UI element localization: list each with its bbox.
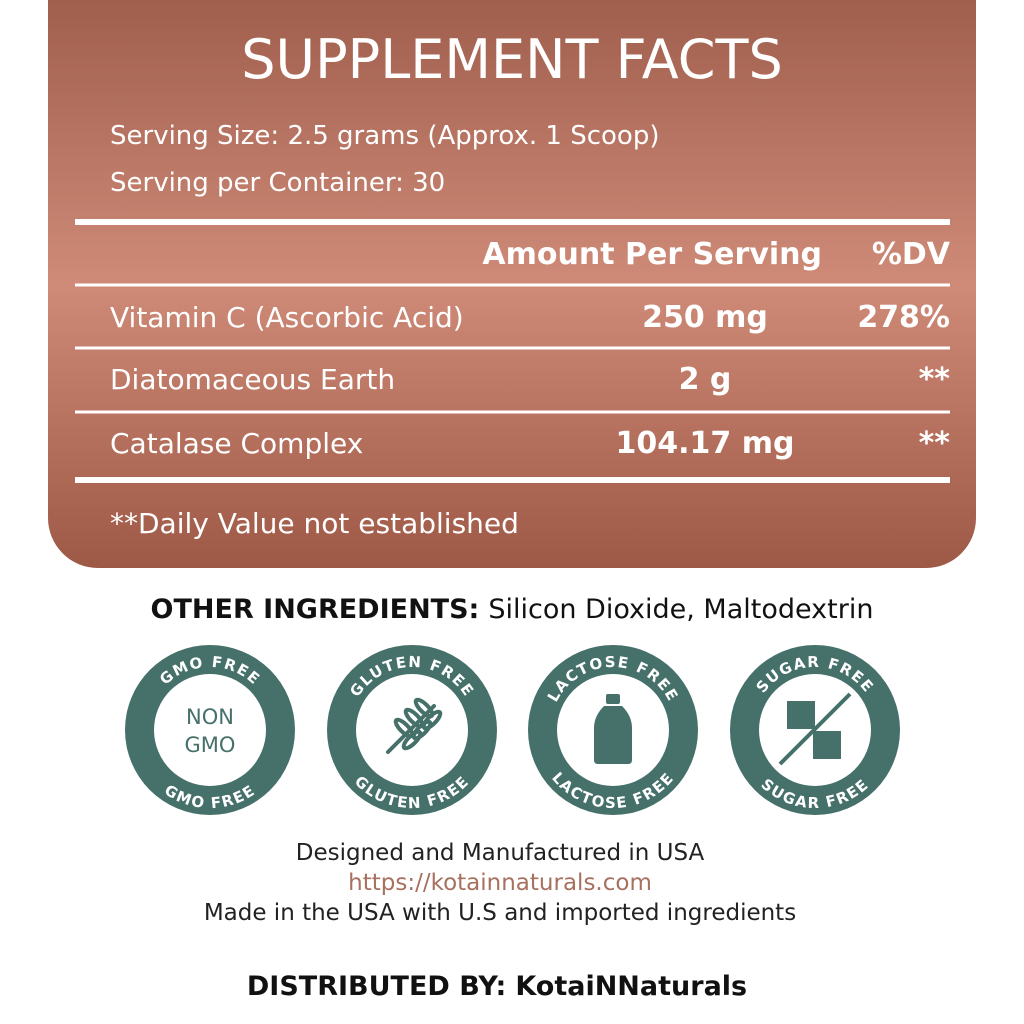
daily-value: 278%	[857, 300, 950, 335]
column-header: %DV	[872, 237, 951, 272]
icon-wheat	[386, 697, 443, 754]
column-header: Amount Per Serving	[482, 237, 822, 272]
ingredient-name: Catalase Complex	[110, 427, 363, 460]
footnote: **Daily Value not established	[110, 507, 519, 540]
other-ingredients-label: OTHER INGREDIENTS:	[151, 594, 480, 625]
title: SUPPLEMENT FACTS	[241, 28, 782, 91]
footer-line: Made in the USA with U.S and imported in…	[204, 900, 796, 926]
distributed-by: DISTRIBUTED BY: KotaiNNaturals	[247, 971, 747, 1002]
footer-line: Designed and Manufactured in USA	[296, 840, 705, 866]
ingredient-name: Vitamin C (Ascorbic Acid)	[110, 301, 464, 334]
ingredient-name: Diatomaceous Earth	[110, 363, 395, 396]
amount: 104.17 mg	[616, 426, 795, 461]
distributor: KotaiNNaturals	[515, 971, 747, 1002]
icon-non-gmo: NON GMO	[185, 705, 236, 757]
servings-per-container: Serving per Container: 30	[110, 168, 445, 198]
daily-value: **	[919, 426, 951, 461]
daily-value: **	[919, 362, 951, 397]
distributed-label: DISTRIBUTED BY:	[247, 971, 506, 1002]
amount: 2 g	[679, 362, 732, 397]
website[interactable]: https://kotainnaturals.com	[348, 870, 652, 896]
icon-text: NON	[186, 705, 234, 729]
icon-bottle	[594, 694, 632, 764]
other-ingredients: OTHER INGREDIENTS: Silicon Dioxide, Malto…	[151, 594, 874, 625]
serving-size: Serving Size: 2.5 grams (Approx. 1 Scoop…	[110, 121, 659, 151]
icon-text: GMO	[185, 733, 236, 757]
badge-center	[154, 674, 266, 786]
other-ingredients-text: Silicon Dioxide, Maltodextrin	[488, 594, 873, 625]
amount: 250 mg	[642, 300, 768, 335]
icon-sugar-cubes	[778, 692, 852, 766]
